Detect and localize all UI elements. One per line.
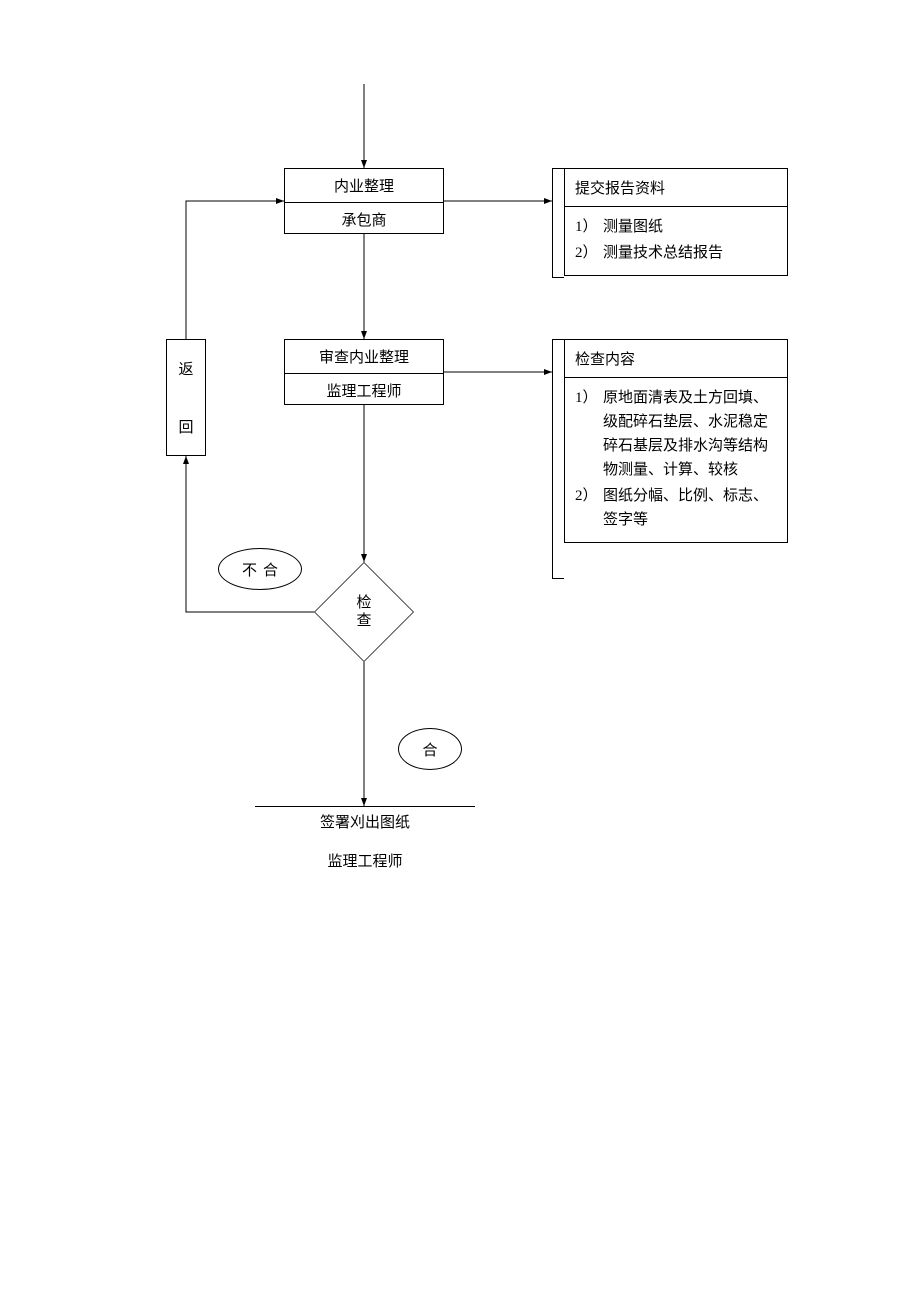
node-check: 检 查	[314, 562, 414, 662]
node-contractor: 内业整理 承包商	[284, 168, 444, 234]
node-supervisor: 审查内业整理 监理工程师	[284, 339, 444, 405]
node-return: 返 回	[166, 339, 206, 456]
node-check-char2: 查	[356, 612, 371, 630]
panel1-bracket	[552, 168, 564, 278]
edge-return-contractor	[186, 201, 284, 339]
panel2-item-1: 原地面清表及土方回填、级配碎石垫层、水泥稳定碎石基层及排水沟等结构物测量、计算、…	[575, 386, 777, 482]
panel1: 提交报告资料 测量图纸 测量技术总结报告	[564, 168, 788, 276]
panel1-header: 提交报告资料	[565, 169, 787, 207]
panel1-item-2: 测量技术总结报告	[575, 241, 777, 265]
panel2-body: 原地面清表及土方回填、级配碎石垫层、水泥稳定碎石基层及排水沟等结构物测量、计算、…	[565, 378, 787, 542]
node-terminal-line2: 监理工程师	[255, 846, 475, 871]
node-pass-label: 合	[422, 739, 437, 760]
panel1-item-1: 测量图纸	[575, 215, 777, 239]
panel1-body: 测量图纸 测量技术总结报告	[565, 207, 787, 275]
panel2: 检查内容 原地面清表及土方回填、级配碎石垫层、水泥稳定碎石基层及排水沟等结构物测…	[564, 339, 788, 543]
node-terminal-line1: 签署刈出图纸	[255, 807, 475, 832]
node-supervisor-title: 审查内业整理	[285, 340, 443, 373]
panel2-bracket	[552, 339, 564, 579]
node-return-char1: 返	[178, 358, 193, 379]
node-fail-label: 不合	[242, 559, 284, 580]
node-fail: 不合	[218, 548, 302, 590]
node-contractor-role: 承包商	[285, 202, 443, 236]
node-terminal: 签署刈出图纸 监理工程师	[255, 806, 475, 871]
node-supervisor-role: 监理工程师	[285, 373, 443, 407]
node-check-char1: 检	[356, 594, 371, 612]
flowchart-canvas: 返 回 内业整理 承包商 审查内业整理 监理工程师 检 查 不合 合 签署刈出图…	[0, 0, 920, 1301]
panel2-header: 检查内容	[565, 340, 787, 378]
node-contractor-title: 内业整理	[285, 169, 443, 202]
panel2-item-2: 图纸分幅、比例、标志、签字等	[575, 484, 777, 532]
node-pass: 合	[398, 728, 462, 770]
node-return-char2: 回	[178, 416, 193, 437]
